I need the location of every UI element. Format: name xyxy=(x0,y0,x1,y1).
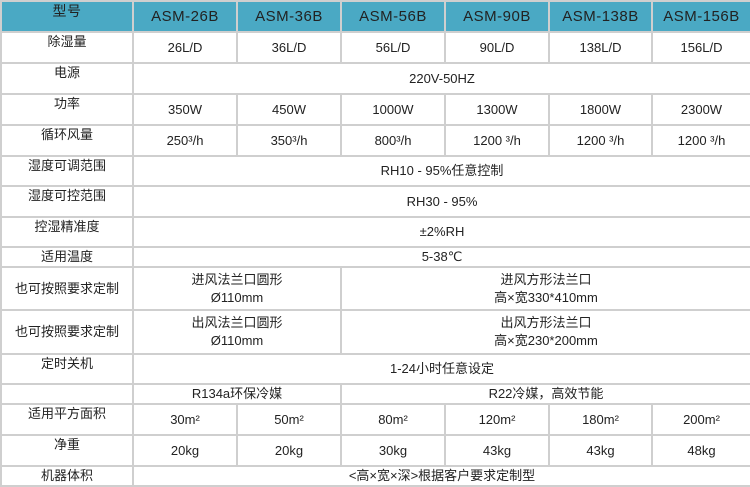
text: 进风方形法兰口 xyxy=(500,271,592,287)
row-airflow: 循环风量 250³/h 350³/h 800³/h 1200 ³/h 1200 … xyxy=(0,124,750,157)
text: 进风法兰口圆形 xyxy=(191,271,283,287)
cell: 20kg xyxy=(132,434,238,467)
cell: 50m² xyxy=(236,403,342,436)
cell: 43kg xyxy=(444,434,550,467)
row-label: 控湿精准度 xyxy=(0,216,134,248)
cell: 26L/D xyxy=(132,31,238,64)
cell: 90L/D xyxy=(444,31,550,64)
row-label xyxy=(0,383,134,405)
header-row: 型号 ASM-26B ASM-36B ASM-56B ASM-90B ASM-1… xyxy=(0,0,750,33)
row-label: 也可按照要求定制 xyxy=(0,309,134,355)
text: 出风法兰口圆形 xyxy=(191,315,283,330)
text: 高×宽330*410mm xyxy=(494,289,598,305)
cell: 800³/h xyxy=(340,124,446,157)
row-label: 适用温度 xyxy=(0,246,134,268)
row-label: 湿度可控范围 xyxy=(0,185,134,218)
cell: 1000W xyxy=(340,93,446,126)
cell: 200m² xyxy=(651,403,750,436)
text: 出风方形法兰口 xyxy=(500,315,592,330)
row-ctrl-range: 湿度可控范围 RH30 - 95% xyxy=(0,185,750,218)
cell: 350W xyxy=(132,93,238,126)
model-header: ASM-56B xyxy=(340,0,446,33)
row-label: 除湿量 xyxy=(0,31,134,64)
row-label: 电源 xyxy=(0,62,134,95)
cell: 出风法兰口圆形 Ø110mm xyxy=(132,309,342,355)
cell: 1800W xyxy=(548,93,653,126)
row-temp: 适用温度 5-38℃ xyxy=(0,246,750,268)
cell: 进风法兰口圆形 Ø110mm xyxy=(132,266,342,311)
cell: 1200 ³/h xyxy=(651,124,750,157)
cell: RH30 - 95% xyxy=(132,185,750,218)
row-label: 功率 xyxy=(0,93,134,126)
cell: 138L/D xyxy=(548,31,653,64)
row-area: 适用平方面积 30m² 50m² 80m² 120m² 180m² 200m² xyxy=(0,403,750,436)
row-outlet: 也可按照要求定制 出风法兰口圆形 Ø110mm 出风方形法兰口 高×宽230*200… xyxy=(0,309,750,355)
cell: 36L/D xyxy=(236,31,342,64)
row-size: 机器体积 <高×宽×深>根据客户要求定制型 xyxy=(0,465,750,487)
cell: 156L/D xyxy=(651,31,750,64)
model-header: ASM-36B xyxy=(236,0,342,33)
row-timer: 定时关机 1-24小时任意设定 xyxy=(0,353,750,385)
model-header: ASM-156B xyxy=(651,0,750,33)
row-label: 定时关机 xyxy=(0,353,134,385)
cell: 350³/h xyxy=(236,124,342,157)
cell: 80m² xyxy=(340,403,446,436)
row-refrigerant: R134a环保冷媒 R22冷媒，高效节能 xyxy=(0,383,750,405)
cell: RH10 - 95%任意控制 xyxy=(132,155,750,187)
cell: <高×宽×深>根据客户要求定制型 xyxy=(132,465,750,487)
cell: 5-38℃ xyxy=(132,246,750,268)
text: 高×宽230*200mm xyxy=(494,333,598,348)
cell: 48kg xyxy=(651,434,750,467)
cell: 1200 ³/h xyxy=(548,124,653,157)
cell: 1-24小时任意设定 xyxy=(132,353,750,385)
cell: 43kg xyxy=(548,434,653,467)
row-label: 也可按照要求定制 xyxy=(0,266,134,311)
cell: 250³/h xyxy=(132,124,238,157)
model-header: ASM-90B xyxy=(444,0,550,33)
model-header: ASM-138B xyxy=(548,0,653,33)
cell: R22冷媒，高效节能 xyxy=(340,383,750,405)
row-inlet: 也可按照要求定制 进风法兰口圆形 Ø110mm 进风方形法兰口 高×宽330*410… xyxy=(0,266,750,311)
cell: 180m² xyxy=(548,403,653,436)
cell: 1200 ³/h xyxy=(444,124,550,157)
cell: 进风方形法兰口 高×宽330*410mm xyxy=(340,266,750,311)
row-precision: 控湿精准度 ±2%RH xyxy=(0,216,750,248)
cell: R134a环保冷媒 xyxy=(132,383,342,405)
row-dehumid: 除湿量 26L/D 36L/D 56L/D 90L/D 138L/D 156L/… xyxy=(0,31,750,64)
row-adj-range: 湿度可调范围 RH10 - 95%任意控制 xyxy=(0,155,750,187)
cell: 1300W xyxy=(444,93,550,126)
row-label: 净重 xyxy=(0,434,134,467)
row-power-supply: 电源 220V-50HZ xyxy=(0,62,750,95)
cell: 30kg xyxy=(340,434,446,467)
cell: 30m² xyxy=(132,403,238,436)
row-label: 循环风量 xyxy=(0,124,134,157)
cell: 出风方形法兰口 高×宽230*200mm xyxy=(340,309,750,355)
cell: 2300W xyxy=(651,93,750,126)
cell: ±2%RH xyxy=(132,216,750,248)
row-label: 适用平方面积 xyxy=(0,403,134,436)
header-label: 型号 xyxy=(0,0,134,33)
row-label: 湿度可调范围 xyxy=(0,155,134,187)
cell: 20kg xyxy=(236,434,342,467)
row-weight: 净重 20kg 20kg 30kg 43kg 43kg 48kg xyxy=(0,434,750,467)
text: Ø110mm xyxy=(210,333,264,348)
cell: 220V-50HZ xyxy=(132,62,750,95)
row-label: 机器体积 xyxy=(0,465,134,487)
text: Ø110mm xyxy=(210,289,264,305)
cell: 120m² xyxy=(444,403,550,436)
cell: 56L/D xyxy=(340,31,446,64)
row-power: 功率 350W 450W 1000W 1300W 1800W 2300W xyxy=(0,93,750,126)
model-header: ASM-26B xyxy=(132,0,238,33)
cell: 450W xyxy=(236,93,342,126)
